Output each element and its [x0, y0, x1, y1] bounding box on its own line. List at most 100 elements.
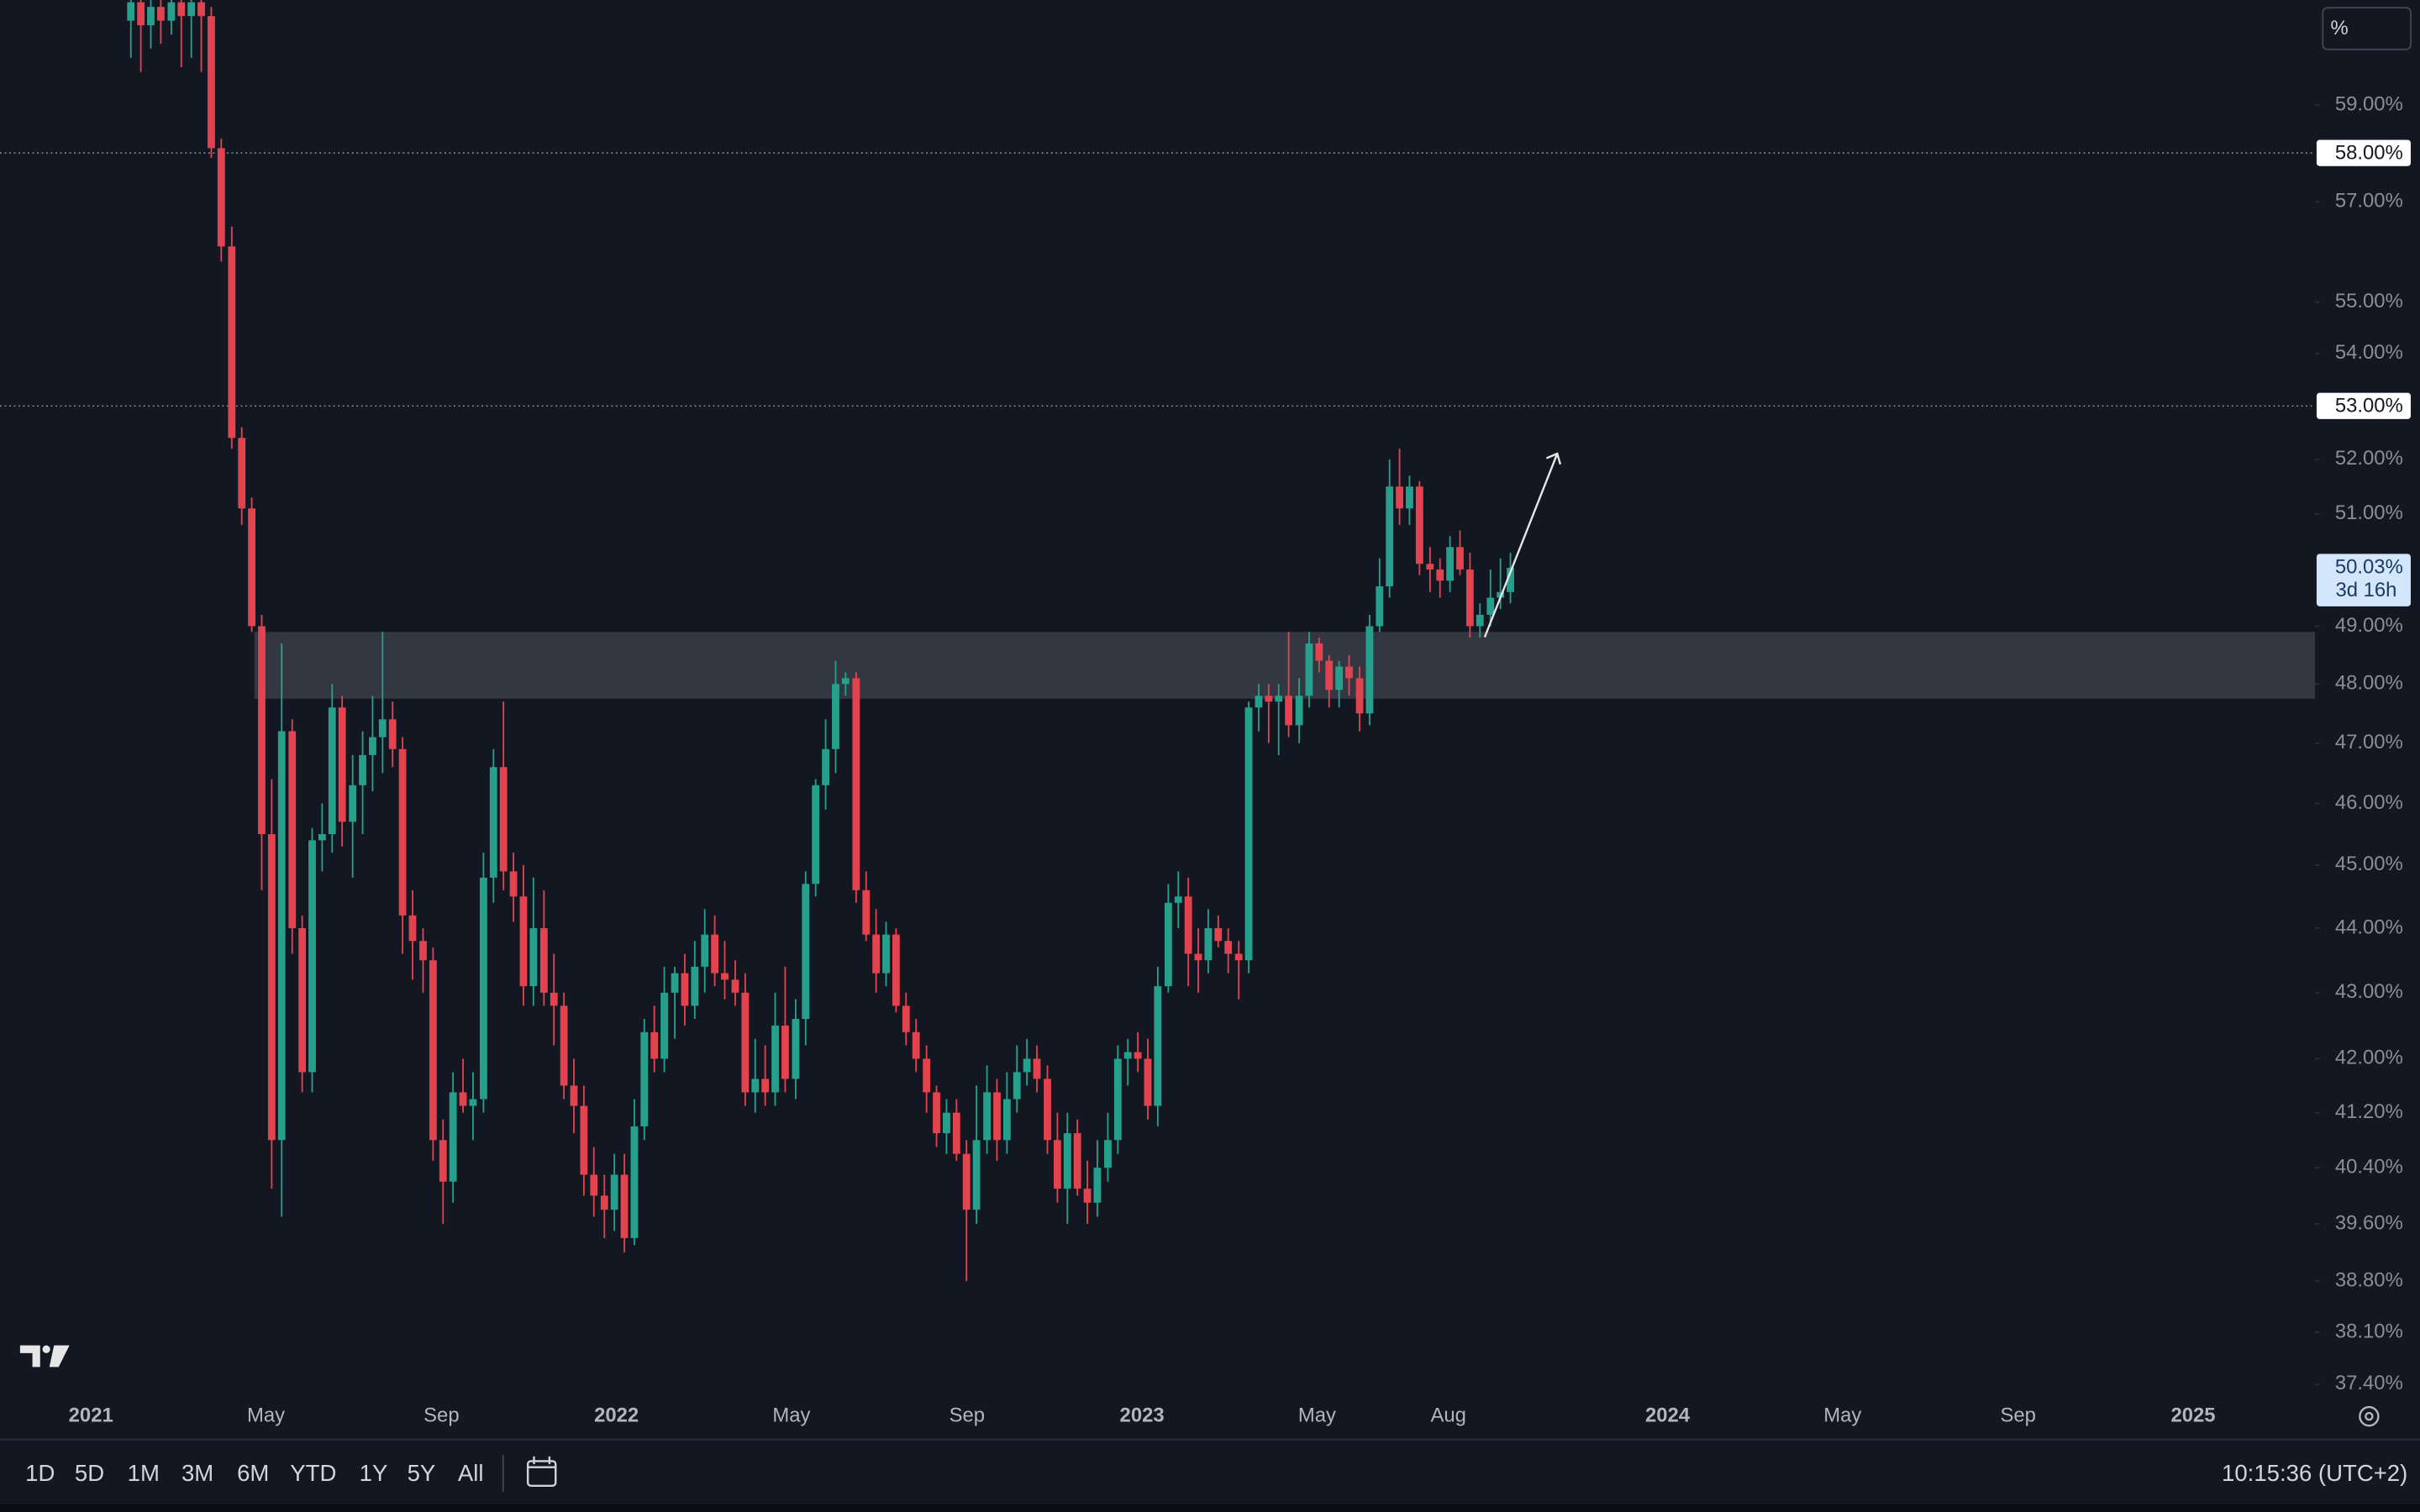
range-button[interactable]: 1D — [25, 1460, 55, 1486]
candle-body — [318, 834, 326, 841]
scale-mode[interactable]: % — [2330, 17, 2348, 39]
y-tick-label: 42.00% — [2335, 1047, 2403, 1069]
candle-body — [156, 7, 165, 21]
candle-body — [177, 2, 186, 17]
candle-body — [731, 979, 739, 993]
candle-body — [933, 1092, 940, 1134]
y-tick-label: 55.00% — [2335, 290, 2403, 312]
candle-body — [781, 1025, 789, 1079]
countdown-label: 3d 16h — [2335, 579, 2396, 601]
bottom-toolbar: 1D 5D 1M 3M 6M YTD 1Y 5Y All — [25, 1460, 483, 1486]
candle-body — [480, 877, 487, 1100]
candle-body — [1476, 614, 1484, 627]
trend-arrow — [1483, 453, 1559, 638]
candle-body — [1164, 902, 1172, 987]
candle-body — [1154, 986, 1162, 1106]
y-tick-label: 54.00% — [2335, 341, 2403, 364]
candle-body — [147, 7, 155, 26]
y-tick-label: 51.00% — [2335, 501, 2403, 524]
candle-body — [832, 684, 839, 749]
candle-body — [1295, 696, 1303, 726]
candle-body — [993, 1092, 1001, 1141]
candle-body — [771, 1025, 779, 1093]
x-tick-label: 2025 — [2170, 1404, 2215, 1426]
y-tick-label: 57.00% — [2335, 190, 2403, 213]
settings-icon[interactable] — [2359, 1405, 2380, 1427]
candle-body — [1285, 696, 1293, 726]
candle-body — [469, 1099, 477, 1106]
candle-body — [1044, 1079, 1051, 1141]
candle-body — [1033, 1058, 1041, 1079]
candle-body — [711, 934, 719, 974]
line-label: 58.00% — [2335, 141, 2403, 164]
candle-body — [1104, 1140, 1112, 1168]
y-tick-label: 52.00% — [2335, 447, 2403, 470]
candle-body — [691, 966, 699, 1006]
candle-body — [590, 1174, 598, 1196]
y-tick-label: 46.00% — [2335, 791, 2403, 814]
candle-body — [560, 1005, 568, 1086]
candle-body — [1013, 1072, 1021, 1100]
candle-body — [962, 1153, 971, 1210]
y-tick-label: 40.40% — [2335, 1155, 2403, 1178]
go-to-date-button[interactable] — [526, 1456, 557, 1487]
candle-body — [1426, 564, 1434, 570]
candle-body — [449, 1092, 457, 1182]
range-button[interactable]: 1Y — [360, 1460, 388, 1486]
candle-body — [1355, 678, 1364, 714]
x-tick-label: Sep — [2000, 1404, 2035, 1426]
candle-body — [1465, 569, 1474, 627]
candle-body — [952, 1112, 960, 1154]
candle-body — [258, 626, 266, 835]
x-tick-label: May — [1298, 1404, 1336, 1426]
candle-body — [650, 1032, 659, 1059]
candle-body — [570, 1085, 578, 1106]
candle-body — [1507, 567, 1514, 592]
support-zone — [254, 632, 2316, 699]
y-tick-label: 47.00% — [2335, 731, 2403, 753]
candle-body — [228, 246, 236, 438]
range-button[interactable]: 6M — [237, 1460, 269, 1486]
candle-body — [580, 1105, 588, 1175]
candle-body — [328, 707, 336, 835]
candle-body — [1053, 1140, 1061, 1189]
range-button[interactable]: YTD — [290, 1460, 336, 1486]
candle-body — [519, 896, 528, 987]
candle-body — [1123, 1052, 1132, 1059]
candle-body — [1486, 597, 1495, 615]
y-tick-label: 48.00% — [2335, 672, 2403, 695]
x-tick-label: 2021 — [69, 1404, 113, 1426]
candle-body — [1174, 896, 1182, 903]
candle-body — [841, 678, 850, 685]
price-axis: 59.00% 57.00% 55.00% 54.00% 52.00% 51.00% 49.0… — [2315, 92, 2411, 1394]
candle-body — [1093, 1168, 1102, 1203]
y-tick-label: 37.40% — [2335, 1372, 2403, 1394]
arrow-head — [1545, 452, 1562, 465]
candle-body — [721, 973, 729, 980]
candle-body — [459, 1092, 467, 1106]
y-tick-label: 38.10% — [2335, 1320, 2403, 1342]
candle-body — [539, 928, 548, 993]
range-button[interactable]: 1M — [128, 1460, 160, 1486]
bottom-strip — [0, 1504, 2420, 1512]
x-tick-label: May — [247, 1404, 285, 1426]
candle-body — [127, 2, 135, 21]
candle-body — [972, 1140, 981, 1210]
range-button[interactable]: 5D — [75, 1460, 104, 1486]
candle-body — [439, 1140, 447, 1182]
range-button[interactable]: 3M — [182, 1460, 213, 1486]
scale-mode-button[interactable] — [2322, 7, 2412, 50]
range-button[interactable]: 5Y — [408, 1460, 436, 1486]
candle-body — [822, 748, 829, 785]
candle-body — [1113, 1058, 1122, 1141]
candle-body — [197, 2, 205, 17]
candle-body — [137, 2, 145, 26]
candle-body — [1214, 928, 1223, 942]
candle-body — [620, 1174, 629, 1238]
candle-body — [792, 1019, 800, 1079]
candle-body — [1386, 486, 1394, 587]
range-button[interactable]: All — [458, 1460, 484, 1486]
candle-body — [408, 915, 417, 942]
candle-body — [1305, 643, 1313, 696]
